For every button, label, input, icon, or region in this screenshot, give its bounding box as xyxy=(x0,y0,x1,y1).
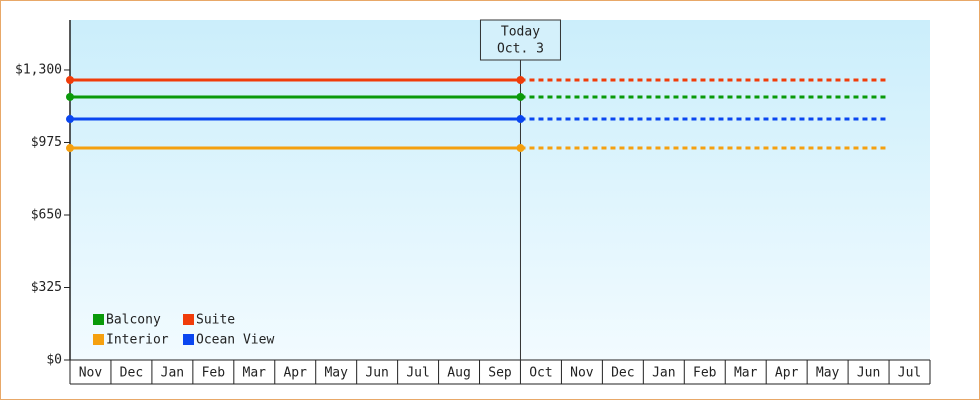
legend-swatch xyxy=(183,314,194,325)
plot-area xyxy=(70,20,930,360)
x-tick-label: Apr xyxy=(775,366,799,381)
legend-label: Suite xyxy=(196,313,235,328)
point xyxy=(66,76,74,85)
point xyxy=(516,76,525,85)
y-tick-label: $1,300 xyxy=(15,62,62,77)
point xyxy=(516,92,525,101)
x-tick-label: Jan xyxy=(161,366,184,381)
today-date: Oct. 3 xyxy=(497,42,544,57)
point xyxy=(516,115,525,124)
y-tick-label: $650 xyxy=(31,207,62,222)
legend-label: Ocean View xyxy=(196,333,274,348)
x-tick-label: Dec xyxy=(120,366,143,381)
legend-label: Balcony xyxy=(106,313,161,328)
x-tick-label: Jul xyxy=(898,366,921,381)
x-tick-label: Jul xyxy=(406,366,429,381)
x-tick-label: Oct xyxy=(529,366,552,381)
x-tick-label: May xyxy=(816,366,840,381)
legend-swatch xyxy=(93,334,104,345)
y-tick-label: $325 xyxy=(31,280,62,295)
x-tick-label: Jan xyxy=(652,366,675,381)
y-tick-label: $0 xyxy=(46,353,62,368)
today-label: Today xyxy=(501,25,540,40)
x-tick-label: Jun xyxy=(857,366,880,381)
y-tick-label: $975 xyxy=(31,135,62,150)
x-tick-label: Feb xyxy=(202,366,226,381)
x-tick-label: Dec xyxy=(611,366,634,381)
point xyxy=(516,144,525,153)
x-tick-label: May xyxy=(324,366,348,381)
today-box xyxy=(479,19,561,61)
legend-swatch xyxy=(93,314,104,325)
point xyxy=(66,92,74,101)
x-tick-label: Mar xyxy=(734,366,758,381)
x-tick-label: Mar xyxy=(243,366,267,381)
x-tick-label: Feb xyxy=(693,366,717,381)
x-tick-label: Sep xyxy=(488,366,512,381)
point xyxy=(66,144,74,153)
x-tick-label: Aug xyxy=(447,366,470,381)
legend-swatch xyxy=(183,334,194,345)
point xyxy=(66,115,74,124)
x-tick-label: Nov xyxy=(79,366,103,381)
x-tick-label: Jun xyxy=(365,366,388,381)
x-tick-label: Apr xyxy=(283,366,307,381)
x-tick-label: Nov xyxy=(570,366,594,381)
legend-label: Interior xyxy=(106,333,169,348)
